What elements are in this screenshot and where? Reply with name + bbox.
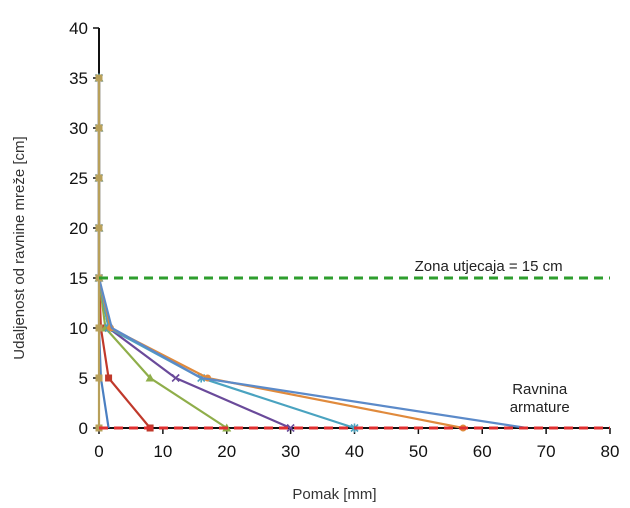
reference-lines [99, 276, 610, 430]
plane-annotation-line2: armature [510, 399, 570, 416]
y-tick-label: 10 [69, 319, 88, 338]
data-point [145, 373, 155, 382]
series-7 [97, 78, 528, 430]
x-tick-label: 30 [281, 442, 300, 461]
series-2 [95, 74, 154, 432]
y-tick-label: 5 [79, 369, 88, 388]
data-point [95, 124, 103, 132]
y-tick-label: 25 [69, 169, 88, 188]
x-tick-label: 10 [153, 442, 172, 461]
data-point [95, 224, 103, 232]
y-tick-label: 35 [69, 69, 88, 88]
tick-labels: 0 10 20 30 40 50 60 70 80 0 5 10 15 20 25 30 35 40 [69, 19, 619, 461]
series-4 [94, 73, 295, 433]
x-tick-label: 40 [345, 442, 364, 461]
x-tick-label: 60 [473, 442, 492, 461]
series-line [97, 78, 528, 430]
series-5 [94, 73, 359, 433]
data-point [95, 174, 103, 182]
x-tick-label: 80 [601, 442, 620, 461]
series-8 [95, 74, 103, 432]
x-tick-label: 50 [409, 442, 428, 461]
y-tick-label: 15 [69, 269, 88, 288]
data-point [95, 74, 103, 82]
x-axis-title: Pomak [mm] [292, 486, 376, 503]
data-point [105, 374, 113, 382]
data-point [286, 423, 295, 433]
x-tick-label: 20 [217, 442, 236, 461]
y-tick-label: 40 [69, 19, 88, 38]
y-tick-label: 20 [69, 219, 88, 238]
data-point [171, 373, 180, 383]
x-tick-label: 70 [537, 442, 556, 461]
series-line [97, 78, 464, 430]
y-tick-label: 30 [69, 119, 88, 138]
data-point [95, 324, 103, 332]
series-group [94, 73, 528, 433]
y-axis-title: Udaljenost od ravnine mreže [cm] [11, 136, 28, 359]
series-line [97, 78, 355, 430]
zone-annotation: Zona utjecaja = 15 cm [415, 258, 563, 275]
data-point [95, 374, 103, 382]
plane-annotation-line1: Ravnina [512, 381, 568, 398]
x-tick-label: 0 [94, 442, 103, 461]
y-tick-label: 0 [79, 419, 88, 438]
